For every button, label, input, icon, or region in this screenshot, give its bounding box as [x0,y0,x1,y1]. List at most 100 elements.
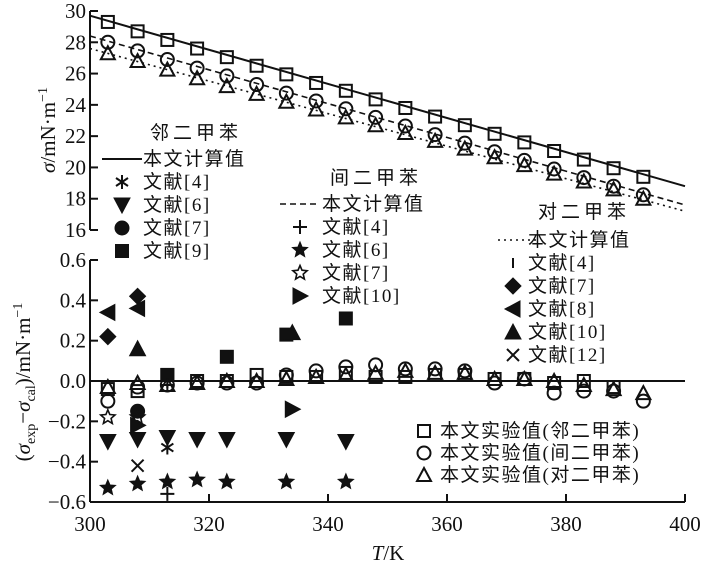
legend-label: 文献[9] [143,240,211,262]
x-axis-label: T/K [372,541,405,565]
marker-left-triangle [128,299,146,318]
marker-open-circle [546,161,562,177]
marker-open-circle [427,361,443,377]
marker-open-triangle [307,100,325,117]
y-tick-label: 28 [65,30,86,54]
marker-open-triangle [188,69,206,86]
calc-line-p [89,47,686,213]
legend-item: 文献[10] [504,321,605,343]
data-points [98,14,653,501]
marker-open-triangle [515,155,534,173]
marker-open-square [249,367,264,382]
legend-label: 本文实验值(对二甲苯) [440,464,640,486]
marker-open-square [279,67,294,82]
marker-open-circle [427,127,443,143]
marker-right-triangle [284,400,302,419]
marker-plus [160,486,175,501]
marker-filled-star [217,472,236,490]
legend-item: 本文实验值(邻二甲苯) [417,420,639,442]
marker-open-triangle [218,371,236,388]
marker-open-square [100,14,115,29]
marker-open-triangle [337,365,355,382]
legend-label: 文献[7] [528,275,596,297]
marker-asterisk [115,175,129,189]
marker-open-circle [576,170,592,186]
marker-open-triangle [545,164,563,181]
marker-up-triangle [283,323,302,341]
y-tick-label: 30 [65,0,86,23]
legend-item: 文献[12] [506,344,607,366]
marker-open-triangle [515,369,534,386]
marker-open-triangle [575,375,593,393]
marker-down-triangle [113,197,131,215]
marker-filled-star [128,474,147,492]
legend-item: 本文实验值(间二甲苯) [416,442,639,464]
marker-open-circle [606,383,622,399]
marker-left-triangle [503,300,521,318]
marker-down-triangle [277,431,296,449]
legend-item: 本文计算值 [280,193,423,215]
marker-open-square [547,376,562,391]
marker-filled-star [158,472,177,490]
top-y-axis-label: σ/mN·m−1 [36,87,60,173]
marker-down-triangle [188,431,206,449]
legend-title-o-xylene: 邻二甲苯 [150,122,242,144]
y-tick-label: 22 [65,124,86,148]
legend-label: 文献[6] [143,194,211,216]
marker-open-circle [308,363,324,379]
marker-open-circle [606,178,622,194]
marker-down-triangle [337,434,355,451]
marker-open-triangle [485,369,504,386]
marker-open-square [457,118,472,133]
marker-x [130,458,145,473]
marker-open-square [428,367,443,382]
legend-label: 文献[7] [143,217,211,239]
legend-label: 本文计算值 [528,229,631,251]
legend-label: 文献[4] [143,171,211,193]
legend-label: 文献[12] [528,344,607,366]
marker-diamond [99,327,117,346]
marker-down-triangle [158,429,177,447]
marker-open-triangle [128,373,147,391]
marker-open-square [219,50,234,65]
marker-open-triangle [158,60,177,77]
marker-open-triangle [604,180,623,197]
legend-item: 文献[4] [293,216,388,238]
marker-open-triangle [545,371,563,388]
legend-item: 本文计算值 [102,148,244,170]
marker-open-circle [487,144,503,160]
marker-open-triangle [456,139,474,156]
marker-open-circle [368,357,384,373]
marker-open-circle [397,118,413,134]
marker-down-triangle [99,434,117,451]
x-tick-label: 340 [312,512,344,536]
marker-open-square [338,83,353,98]
marker-open-square [636,169,651,184]
marker-open-triangle [634,383,653,401]
marker-open-triangle [218,76,236,94]
marker-x [506,348,520,362]
marker-open-triangle [415,465,433,482]
marker-filled-square [115,244,129,258]
marker-open-square [606,161,621,176]
marker-open-triangle [604,379,623,397]
marker-open-star [98,407,117,426]
marker-open-square [130,24,145,39]
marker-open-circle [219,375,235,391]
y-tick-label: 0.4 [60,288,87,312]
marker-open-circle [338,101,354,117]
marker-open-triangle [426,131,444,148]
calc-line-o [89,14,686,188]
marker-open-square [428,109,443,124]
x-tick-label: 300 [74,512,106,536]
marker-open-triangle [247,84,266,101]
legend-item: 本文计算值 [498,229,631,251]
marker-open-circle [219,68,235,84]
marker-open-square [517,135,532,150]
legend-item: 文献[6] [113,194,211,216]
marker-open-square [249,58,264,73]
marker-right-triangle [292,287,310,305]
legend-item: 文献[9] [115,240,211,262]
legend-label: 文献[10] [322,285,401,307]
marker-open-triangle [396,361,415,378]
